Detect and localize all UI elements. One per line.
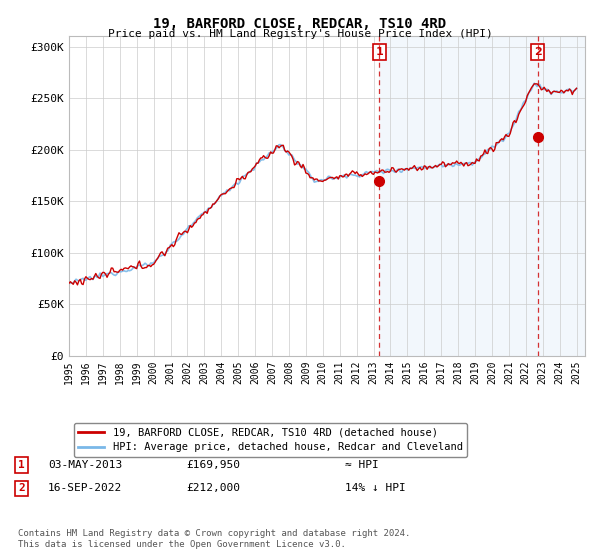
Text: 14% ↓ HPI: 14% ↓ HPI — [345, 483, 406, 493]
Bar — [379, 36, 585, 356]
Text: 03-MAY-2013: 03-MAY-2013 — [48, 460, 122, 470]
Text: 19, BARFORD CLOSE, REDCAR, TS10 4RD: 19, BARFORD CLOSE, REDCAR, TS10 4RD — [154, 17, 446, 31]
Text: £169,950: £169,950 — [186, 460, 240, 470]
Text: Price paid vs. HM Land Registry's House Price Index (HPI): Price paid vs. HM Land Registry's House … — [107, 29, 493, 39]
Text: ≈ HPI: ≈ HPI — [345, 460, 379, 470]
Text: 2: 2 — [18, 483, 25, 493]
Legend: 19, BARFORD CLOSE, REDCAR, TS10 4RD (detached house), HPI: Average price, detach: 19, BARFORD CLOSE, REDCAR, TS10 4RD (det… — [74, 423, 467, 456]
Text: 2: 2 — [534, 47, 542, 57]
Text: Contains HM Land Registry data © Crown copyright and database right 2024.
This d: Contains HM Land Registry data © Crown c… — [18, 529, 410, 549]
Text: 16-SEP-2022: 16-SEP-2022 — [48, 483, 122, 493]
Text: £212,000: £212,000 — [186, 483, 240, 493]
Text: 1: 1 — [18, 460, 25, 470]
Text: 1: 1 — [376, 47, 383, 57]
